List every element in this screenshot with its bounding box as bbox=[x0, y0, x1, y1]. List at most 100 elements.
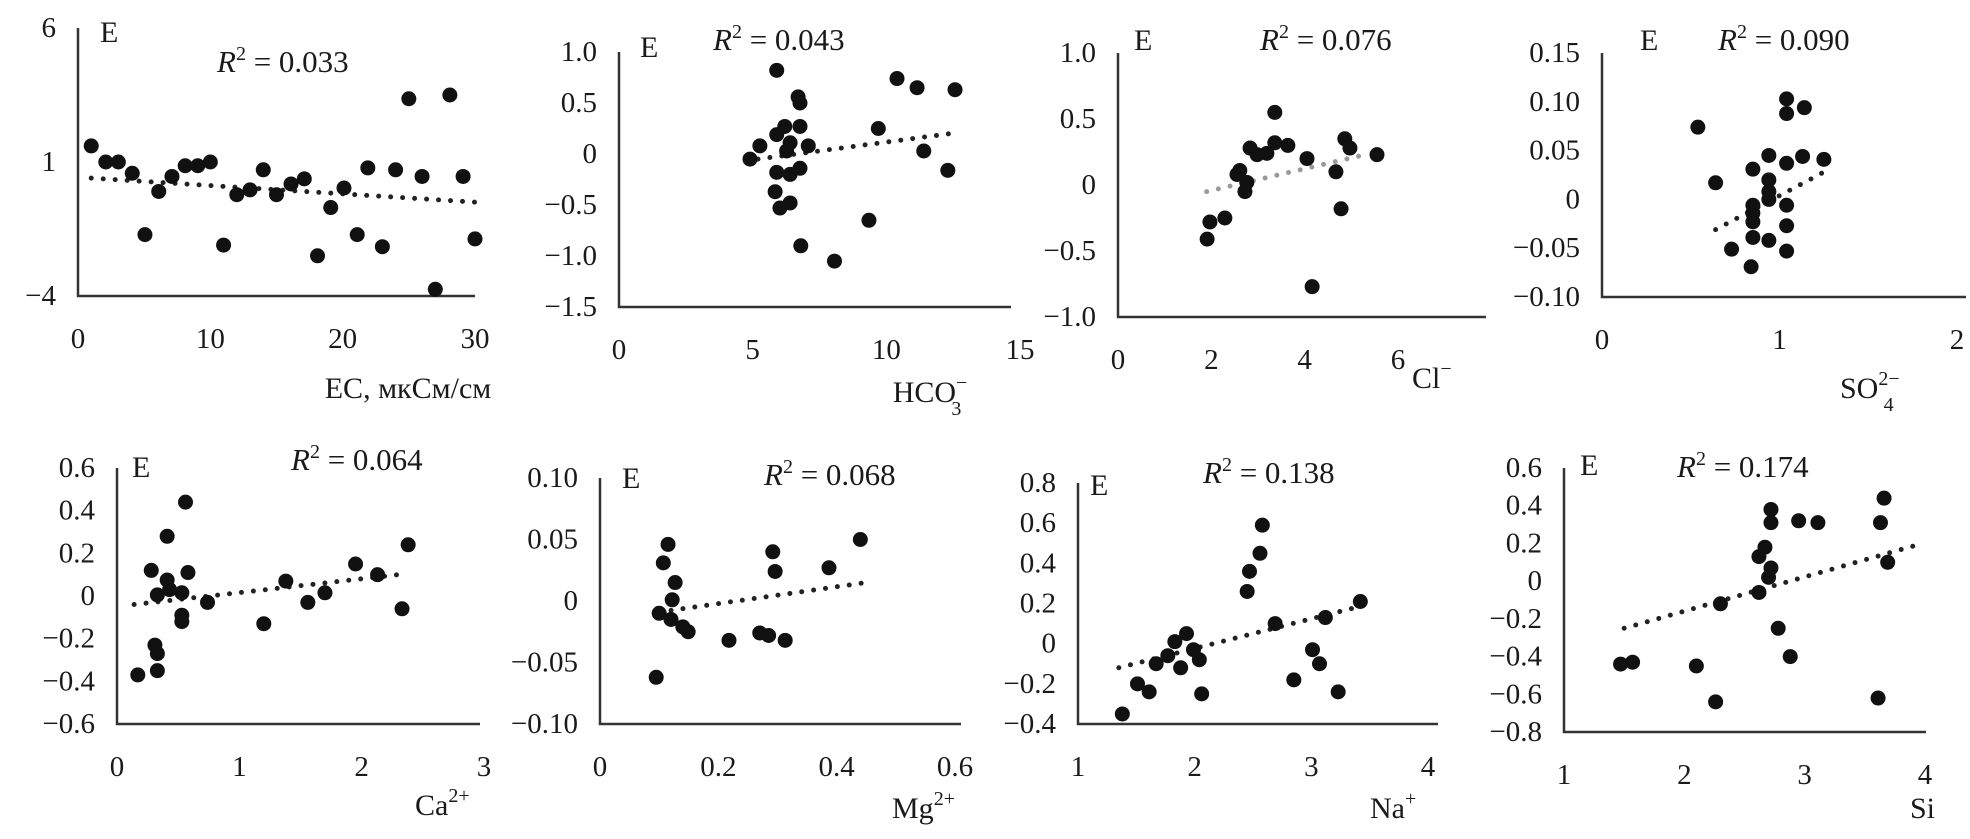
r-power: 2 bbox=[310, 441, 320, 463]
data-point bbox=[229, 187, 245, 203]
x-tick-label: 4 bbox=[1421, 751, 1436, 783]
trendline bbox=[755, 131, 953, 162]
r-equals: = bbox=[320, 442, 353, 477]
data-point bbox=[442, 87, 458, 103]
y-tick-label: −0.10 bbox=[1513, 281, 1580, 313]
r-symbol: R bbox=[1259, 22, 1279, 57]
scatter-panel-8: 0.60.40.20−0.2−0.4−0.6−0.81 2 3 4E R2 = 0.17… bbox=[1489, 448, 1935, 825]
x-title-base: Cl bbox=[1412, 362, 1440, 395]
data-point bbox=[779, 143, 795, 159]
y-tick-label: 0 bbox=[1042, 628, 1057, 660]
data-point bbox=[800, 138, 816, 154]
data-point bbox=[765, 544, 781, 560]
data-point bbox=[1114, 706, 1130, 722]
data-point bbox=[1745, 161, 1761, 177]
y-tick-label: 0 bbox=[1082, 169, 1097, 201]
x-title-base: Na bbox=[1370, 792, 1405, 825]
x-tick-label: 5 bbox=[745, 334, 760, 366]
data-point bbox=[1252, 545, 1268, 561]
trendline bbox=[131, 572, 401, 608]
y-tick-label: −0.05 bbox=[1513, 232, 1580, 264]
y-tick-label: −0.4 bbox=[1003, 708, 1056, 740]
r-symbol: R bbox=[712, 22, 732, 57]
data-point bbox=[1286, 672, 1302, 688]
y-axis-label: E bbox=[132, 451, 150, 484]
data-point bbox=[1352, 593, 1368, 609]
x-axis-title: HCO− 3 bbox=[893, 372, 968, 420]
data-point bbox=[1130, 676, 1145, 692]
data-point bbox=[283, 176, 299, 192]
data-point bbox=[1761, 147, 1777, 163]
y-axis-label: E bbox=[1640, 24, 1658, 57]
data-point bbox=[256, 616, 272, 632]
data-point bbox=[370, 567, 386, 583]
y-tick-label: −0.6 bbox=[42, 708, 95, 740]
x-tick-label: 3 bbox=[1304, 751, 1319, 783]
y-tick-label: 0.2 bbox=[59, 537, 95, 569]
r-squared-label: R2 = 0.068 bbox=[763, 456, 896, 492]
y-tick-label: −0.2 bbox=[42, 623, 95, 655]
data-point bbox=[1330, 684, 1346, 700]
y-axis-label: E bbox=[1580, 449, 1598, 482]
y-tick-label: 0.6 bbox=[1506, 452, 1542, 484]
y-tick-label: 0.5 bbox=[1060, 103, 1096, 135]
data-point bbox=[1613, 656, 1629, 672]
data-point bbox=[216, 237, 232, 253]
x-tick-label: 4 bbox=[1297, 344, 1312, 376]
data-point bbox=[336, 180, 352, 196]
data-point bbox=[164, 168, 180, 184]
trendline bbox=[1116, 605, 1359, 671]
data-point bbox=[1810, 515, 1826, 531]
y-tick-label: −0.5 bbox=[1043, 235, 1096, 267]
y-tick-label: 0.4 bbox=[1506, 490, 1543, 522]
y-tick-label: −0.05 bbox=[511, 647, 578, 679]
x-tick-label: 20 bbox=[328, 323, 357, 355]
data-point bbox=[1761, 172, 1777, 188]
data-point bbox=[1148, 656, 1164, 672]
data-point bbox=[861, 212, 877, 228]
data-point bbox=[742, 151, 758, 167]
y-tick-label: 0 bbox=[564, 585, 579, 617]
data-point bbox=[137, 227, 153, 243]
y-tick-label: −1.0 bbox=[544, 240, 597, 272]
x-tick-label: 0 bbox=[593, 751, 608, 783]
r-power: 2 bbox=[1696, 448, 1706, 470]
x-title-base: Mg bbox=[892, 792, 934, 825]
r-squared-label: R2 = 0.090 bbox=[1717, 21, 1850, 57]
y-tick-label: 0.6 bbox=[1020, 507, 1056, 539]
data-point bbox=[149, 663, 165, 679]
data-point bbox=[374, 239, 390, 255]
data-point bbox=[680, 624, 696, 640]
r-power: 2 bbox=[1737, 21, 1747, 43]
data-point bbox=[721, 632, 737, 648]
data-point bbox=[663, 611, 679, 627]
data-point bbox=[1217, 210, 1233, 226]
data-point bbox=[1237, 184, 1253, 200]
y-tick-label: 0 bbox=[1566, 183, 1581, 215]
x-tick-label: 1 bbox=[1772, 324, 1787, 356]
data-point bbox=[1880, 554, 1896, 570]
x-axis-title: EC, мкСм/см bbox=[325, 372, 492, 405]
data-point bbox=[916, 143, 932, 159]
x-axis-title: Cl− bbox=[1412, 358, 1452, 395]
data-point bbox=[1688, 658, 1704, 674]
x-tick-label: 0 bbox=[71, 323, 86, 355]
data-point bbox=[769, 164, 785, 180]
x-axis-title: Mg2+ bbox=[892, 788, 955, 825]
data-point bbox=[159, 528, 175, 544]
y-tick-label: 0.10 bbox=[527, 462, 578, 494]
data-point bbox=[1267, 104, 1283, 120]
data-point bbox=[1267, 616, 1283, 632]
data-point bbox=[767, 563, 783, 579]
r-equals: = bbox=[1706, 449, 1739, 484]
y-tick-label: −1.0 bbox=[1043, 301, 1096, 333]
x-tick-label: 2 bbox=[1677, 759, 1692, 791]
data-point bbox=[467, 231, 483, 247]
x-tick-label: 0 bbox=[110, 751, 125, 783]
x-tick-label: 0.6 bbox=[937, 751, 973, 783]
y-tick-label: 0.05 bbox=[527, 524, 578, 556]
data-point bbox=[1779, 197, 1795, 213]
y-tick-label: −4 bbox=[25, 280, 56, 312]
data-point bbox=[648, 669, 664, 685]
